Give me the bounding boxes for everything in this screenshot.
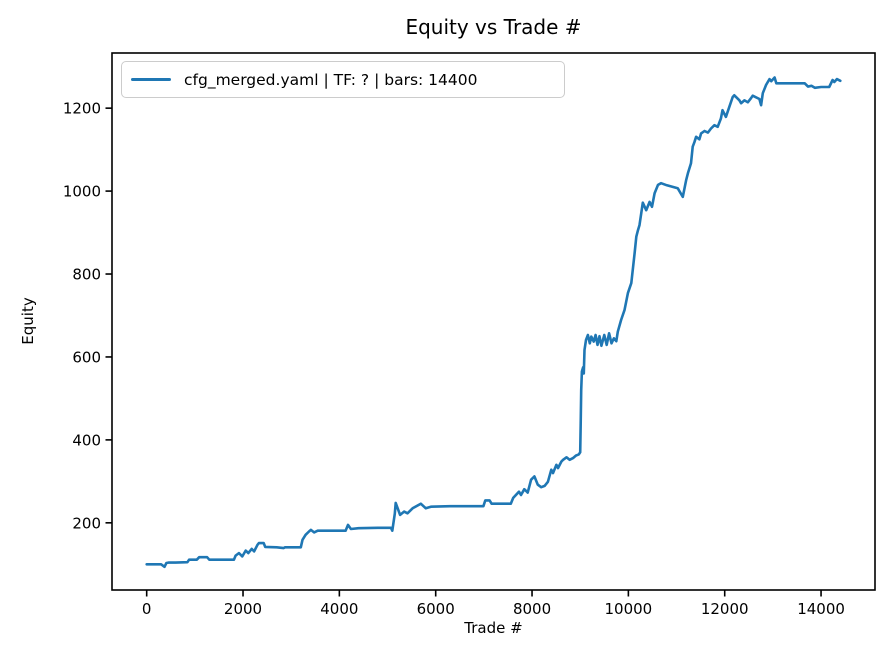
y-tick-label: 800 <box>72 266 101 284</box>
x-tick-label: 0 <box>142 600 152 618</box>
y-tick-label: 1200 <box>63 100 101 118</box>
x-tick-label: 4000 <box>320 600 358 618</box>
y-axis-label: Equity <box>19 297 37 345</box>
x-axis-label: Trade # <box>464 619 523 637</box>
x-tick-label: 6000 <box>417 600 455 618</box>
legend: cfg_merged.yaml | TF: ? | bars: 14400 <box>121 61 565 98</box>
x-tick-label: 8000 <box>513 600 551 618</box>
axes-frame <box>111 52 876 591</box>
x-tick-label: 12000 <box>701 600 749 618</box>
chart-title: Equity vs Trade # <box>405 15 582 39</box>
y-tick-label: 600 <box>72 348 101 366</box>
x-tick-label: 10000 <box>605 600 653 618</box>
x-tick-label: 14000 <box>797 600 845 618</box>
x-tick-label: 2000 <box>224 600 262 618</box>
legend-label: cfg_merged.yaml | TF: ? | bars: 14400 <box>184 70 478 89</box>
legend-line-sample <box>131 78 171 81</box>
y-tick-label: 200 <box>72 514 101 532</box>
y-tick-label: 400 <box>72 431 101 449</box>
y-tick-label: 1000 <box>63 183 101 201</box>
equity-line <box>145 76 842 569</box>
